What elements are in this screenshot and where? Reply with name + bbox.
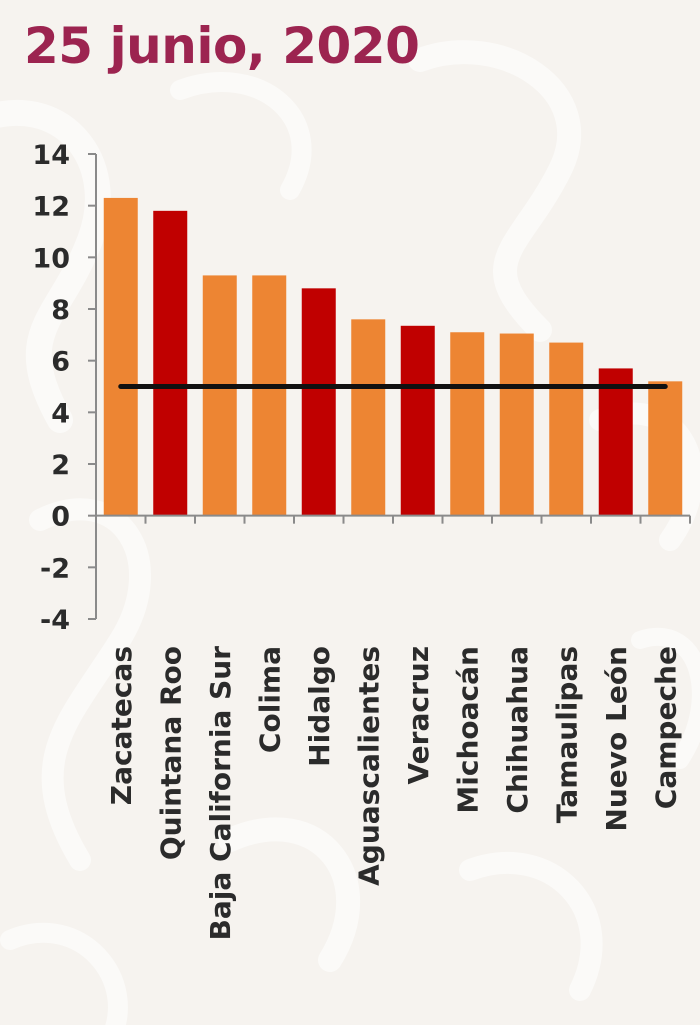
bar-campeche — [648, 381, 683, 516]
y-tick-label: 12 — [32, 192, 70, 223]
category-label: Colima — [253, 646, 286, 753]
y-tick-label: -2 — [40, 553, 70, 584]
category-label: Hidalgo — [303, 646, 336, 767]
category-label: Chihuahua — [501, 646, 534, 814]
y-tick-label: 4 — [51, 398, 70, 429]
category-label: Tamaulipas — [550, 646, 583, 823]
bar-michoac-n — [450, 332, 485, 516]
bar-zacatecas — [103, 197, 138, 516]
category-label: Veracruz — [402, 646, 435, 784]
y-tick-label: 10 — [32, 243, 70, 274]
bar-colima — [252, 275, 287, 516]
bars — [103, 197, 683, 516]
bar-tamaulipas — [549, 342, 584, 516]
bar-baja-california-sur — [202, 275, 237, 516]
category-label: Michoacán — [451, 646, 484, 814]
bar-nuevo-le-n — [598, 368, 633, 516]
category-label: Aguascalientes — [352, 646, 385, 886]
bar-hidalgo — [301, 288, 336, 516]
bar-aguascalientes — [351, 319, 386, 516]
y-tick-label: 0 — [51, 502, 70, 533]
category-label: Zacatecas — [105, 646, 138, 805]
y-tick-label: -4 — [40, 605, 70, 636]
category-labels: Zacatecas Quintana Roo Baja California Sur… — [105, 646, 683, 941]
category-label: Baja California Sur — [204, 646, 237, 941]
y-axis: 14 12 10 8 6 4 2 0 -2 -4 — [32, 140, 97, 636]
y-tick-label: 8 — [51, 295, 70, 326]
page-title: 25 junio, 2020 — [24, 17, 420, 75]
bar-chihuahua — [499, 333, 534, 516]
category-label: Campeche — [649, 646, 682, 809]
y-tick-label: 6 — [51, 347, 70, 378]
x-axis — [95, 514, 691, 524]
bar-quintana-roo — [153, 210, 188, 516]
y-tick-label: 2 — [51, 450, 70, 481]
y-tick-label: 14 — [32, 140, 70, 171]
category-label: Nuevo León — [600, 646, 633, 832]
category-label: Quintana Roo — [154, 646, 187, 860]
bar-veracruz — [400, 325, 435, 516]
